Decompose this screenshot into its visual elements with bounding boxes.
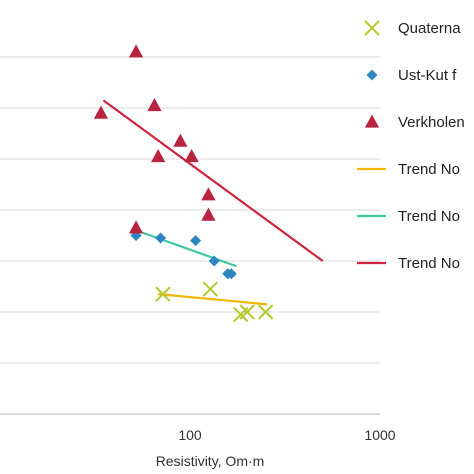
legend: Quaterna Ust-Kut f Verkholen Trend No Trend … (357, 20, 465, 272)
verkholensk-point-4 (151, 148, 166, 163)
legend-swatch-verkholensk (364, 114, 380, 128)
y-gridlines (0, 56, 380, 364)
ust-kut-point-3 (190, 235, 202, 247)
verkholensk-point-5 (173, 133, 188, 147)
ust-kut-point-6 (225, 268, 237, 280)
x-tick-label-1000: 1000 (364, 427, 395, 443)
legend-item-ust-kut: Ust-Kut f (366, 67, 457, 84)
legend-swatch-ust-kut (366, 69, 378, 81)
legend-label-trend-1: Trend No (398, 161, 460, 178)
verkholensk-point-8 (201, 207, 216, 221)
ust-kut-point-4 (208, 255, 220, 267)
quaternary-point-1 (155, 286, 171, 302)
legend-item-trend-2: Trend No (357, 208, 460, 225)
x-tick-labels: 100 1000 (178, 427, 395, 443)
quaternary-point-4 (239, 304, 255, 320)
chart-marks (93, 44, 324, 323)
verkholensk-point-1 (128, 44, 144, 58)
x-axis-title: Resistivity, Om·m (156, 453, 265, 469)
verkholensk-point-7 (201, 187, 216, 201)
legend-swatch-quaternary (364, 20, 380, 36)
trend-line-1 (158, 293, 268, 306)
legend-label-verkholensk: Verkholen (398, 114, 465, 131)
legend-label-ust-kut: Ust-Kut f (398, 67, 457, 84)
legend-label-trend-2: Trend No (398, 208, 460, 225)
verkholensk-point-6 (184, 148, 199, 163)
verkholensk-point-3 (147, 97, 162, 112)
x-tick-label-100: 100 (178, 427, 202, 443)
trend-line-3 (102, 99, 324, 262)
verkholensk-point-9 (128, 220, 144, 234)
ust-kut-point-2 (155, 232, 167, 244)
legend-label-quaternary: Quaterna (398, 20, 461, 37)
legend-item-verkholensk: Verkholen (364, 114, 465, 131)
trend-line-2 (135, 229, 237, 268)
legend-label-trend-3: Trend No (398, 255, 460, 272)
legend-item-trend-1: Trend No (357, 161, 460, 178)
verkholensk-point-2 (93, 105, 109, 119)
legend-item-quaternary: Quaterna (364, 20, 461, 37)
quaternary-point-5 (257, 304, 274, 320)
quaternary-point-2 (202, 281, 219, 297)
legend-item-trend-3: Trend No (357, 255, 460, 272)
